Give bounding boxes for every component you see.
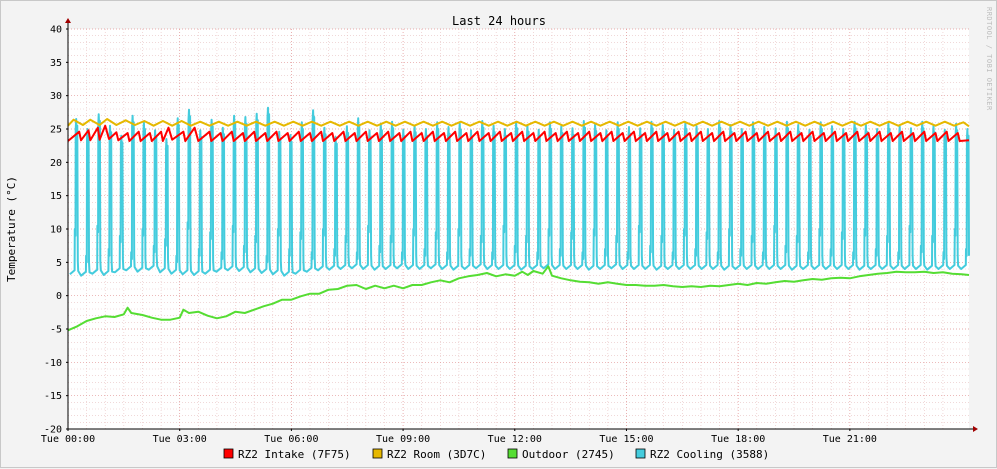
legend-swatch-rz2-intake-7f75 <box>223 448 234 459</box>
legend-label-rz2-intake-7f75: RZ2 Intake (7F75) <box>238 448 351 461</box>
y-tick-label: -10 <box>44 358 62 369</box>
y-tick-label: 30 <box>50 91 62 102</box>
y-tick-label: 20 <box>50 158 62 169</box>
x-tick-label: Tue 09:00 <box>376 434 430 445</box>
series-line-rz2-intake-7f75 <box>67 124 970 142</box>
y-tick-label: 40 <box>50 25 62 36</box>
x-tick-label: Tue 21:00 <box>823 434 877 445</box>
y-tick-label: 35 <box>50 58 62 69</box>
y-tick-label: -5 <box>50 325 62 336</box>
axes <box>65 18 978 432</box>
y-tick-label: 15 <box>50 191 62 202</box>
y-tick-label: -15 <box>44 391 62 402</box>
x-tick-label: Tue 03:00 <box>153 434 207 445</box>
x-axis-arrow <box>973 426 978 432</box>
legend-swatch-outdoor-2745 <box>507 448 518 459</box>
chart-title: Last 24 hours <box>452 14 546 28</box>
y-tick-label: 5 <box>56 258 62 269</box>
y-axis-label: Temperature (°C) <box>5 176 18 282</box>
y-tick-label: -20 <box>44 425 62 436</box>
rrdtool-watermark: RRDTOOL / TOBI OETIKER <box>985 7 993 111</box>
series-layer <box>67 106 970 332</box>
legend-label-rz2-cooling-3588: RZ2 Cooling (3588) <box>650 448 769 461</box>
legend-swatch-rz2-cooling-3588 <box>635 448 646 459</box>
legend-label-rz2-room-3d7c: RZ2 Room (3D7C) <box>387 448 486 461</box>
x-tick-label: Tue 06:00 <box>264 434 318 445</box>
y-tick-label: 0 <box>56 291 62 302</box>
legend: RZ2 Intake (7F75) RZ2 Room (3D7C) Outdoor … <box>223 448 769 461</box>
y-axis-arrow <box>65 18 71 23</box>
tick-labels: -20 -15 -10 -5 0 5 10 15 20 25 30 35 40 Tue 00:00 Tue … <box>41 25 877 446</box>
legend-label-outdoor-2745: Outdoor (2745) <box>522 448 615 461</box>
series-line-rz2-room-3d7c <box>67 118 970 128</box>
x-tick-label: Tue 18:00 <box>711 434 765 445</box>
series-line-outdoor-2745 <box>67 265 970 332</box>
x-tick-label: Tue 15:00 <box>599 434 653 445</box>
y-tick-label: 10 <box>50 225 62 236</box>
y-tick-label: 25 <box>50 125 62 136</box>
legend-swatch-rz2-room-3d7c <box>372 448 383 459</box>
x-tick-label: Tue 00:00 <box>41 434 95 445</box>
x-tick-label: Tue 12:00 <box>488 434 542 445</box>
series-line-rz2-cooling-3588 <box>69 106 970 277</box>
